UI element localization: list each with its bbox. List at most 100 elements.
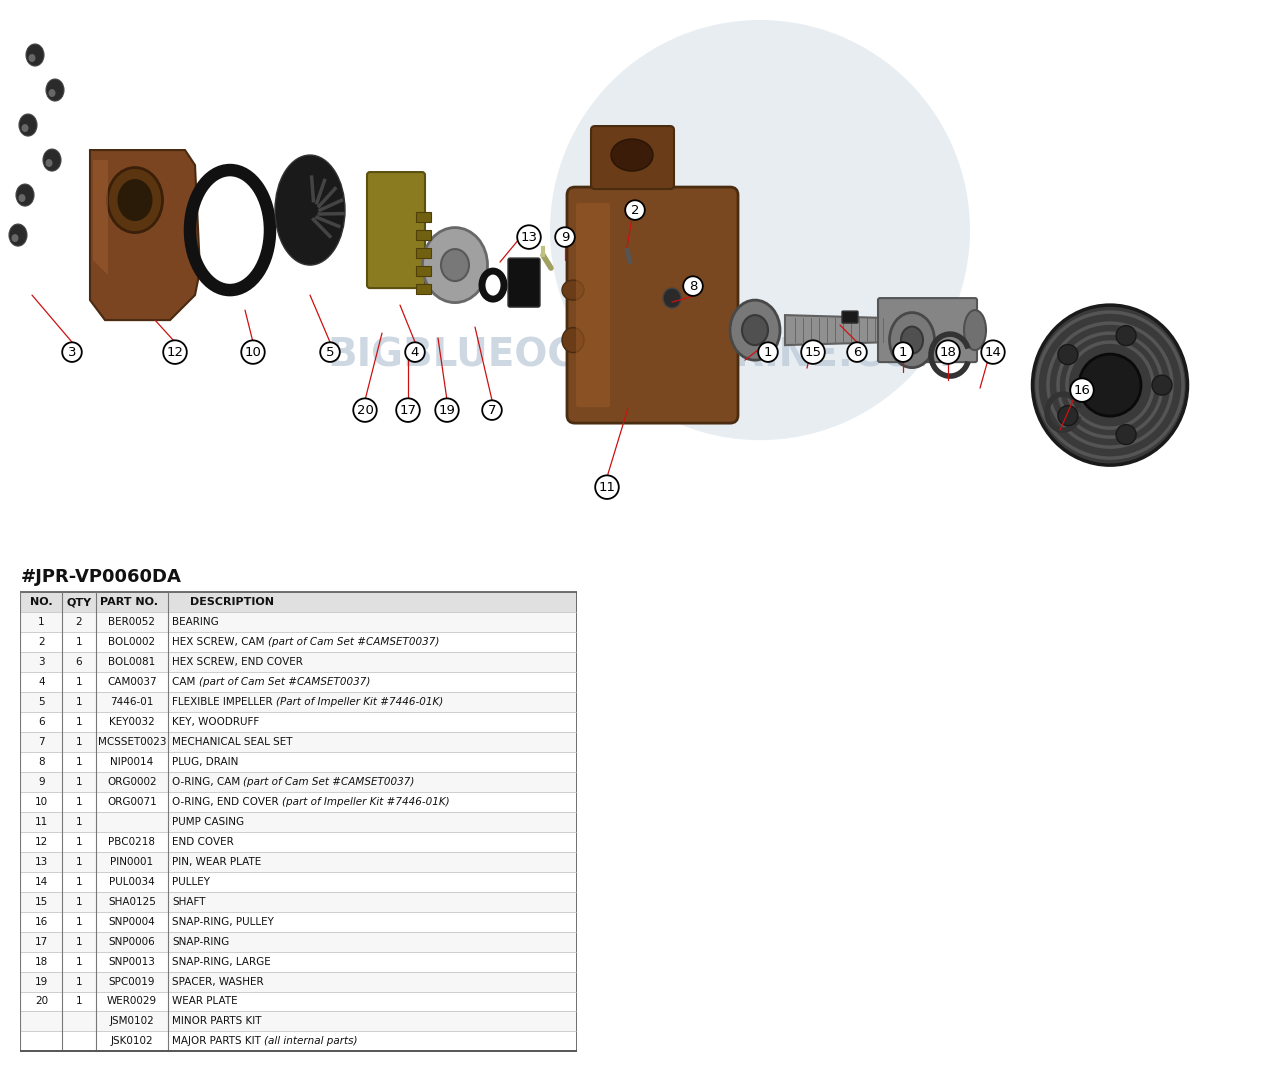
Text: 13: 13	[35, 857, 47, 866]
Text: DESCRIPTION: DESCRIPTION	[189, 598, 274, 607]
Text: BOL0002: BOL0002	[109, 637, 155, 648]
Text: 11: 11	[599, 480, 616, 494]
Text: BIGBLUEOCEANMARINE.COM: BIGBLUEOCEANMARINE.COM	[326, 336, 954, 375]
Text: 10: 10	[244, 346, 261, 359]
Text: WER0029: WER0029	[106, 997, 157, 1006]
FancyBboxPatch shape	[367, 172, 425, 288]
FancyBboxPatch shape	[20, 972, 577, 991]
Text: 9: 9	[561, 230, 570, 243]
Text: 1: 1	[76, 997, 82, 1006]
FancyBboxPatch shape	[20, 812, 577, 832]
Text: JSK0102: JSK0102	[110, 1036, 154, 1047]
Ellipse shape	[442, 249, 468, 281]
Text: 4: 4	[411, 346, 419, 359]
FancyBboxPatch shape	[20, 892, 577, 911]
Text: 10: 10	[35, 797, 47, 807]
Ellipse shape	[12, 234, 18, 242]
FancyBboxPatch shape	[20, 991, 577, 1012]
Text: END COVER: END COVER	[172, 837, 234, 847]
Text: BEARING: BEARING	[172, 618, 219, 627]
Text: ORG0002: ORG0002	[108, 777, 156, 787]
Text: 19: 19	[35, 976, 47, 987]
Ellipse shape	[15, 184, 35, 206]
FancyBboxPatch shape	[20, 911, 577, 931]
Text: 3: 3	[38, 657, 45, 667]
Text: (part of Cam Set #CAMSET0037): (part of Cam Set #CAMSET0037)	[198, 678, 370, 687]
Text: 1: 1	[76, 937, 82, 946]
FancyBboxPatch shape	[20, 832, 577, 851]
Text: 1: 1	[38, 618, 45, 627]
FancyBboxPatch shape	[20, 692, 577, 712]
Ellipse shape	[550, 20, 970, 440]
Bar	[416, 266, 431, 276]
Ellipse shape	[49, 89, 55, 97]
Text: 1: 1	[76, 777, 82, 787]
FancyBboxPatch shape	[20, 773, 577, 792]
Text: 14: 14	[35, 877, 47, 887]
Text: 1: 1	[76, 896, 82, 907]
Ellipse shape	[1079, 354, 1140, 416]
Text: SNAP-RING, LARGE: SNAP-RING, LARGE	[172, 957, 270, 967]
Text: PLUG, DRAIN: PLUG, DRAIN	[172, 757, 238, 767]
Text: 1: 1	[76, 737, 82, 747]
Text: O-RING, END COVER: O-RING, END COVER	[172, 797, 282, 807]
Ellipse shape	[9, 224, 27, 246]
Text: BOL0081: BOL0081	[109, 657, 155, 667]
Text: KEY, WOODRUFF: KEY, WOODRUFF	[172, 717, 259, 727]
Text: 1: 1	[899, 346, 908, 359]
Text: FLEXIBLE IMPELLER: FLEXIBLE IMPELLER	[172, 697, 275, 707]
Ellipse shape	[19, 114, 37, 136]
Text: (all internal parts): (all internal parts)	[264, 1036, 357, 1047]
FancyBboxPatch shape	[20, 872, 577, 892]
Text: 1: 1	[76, 797, 82, 807]
Text: 2: 2	[38, 637, 45, 648]
Text: 1: 1	[76, 637, 82, 648]
FancyBboxPatch shape	[20, 792, 577, 812]
FancyBboxPatch shape	[20, 931, 577, 952]
Text: 1: 1	[76, 837, 82, 847]
Text: HEX SCREW, END COVER: HEX SCREW, END COVER	[172, 657, 303, 667]
FancyBboxPatch shape	[878, 298, 977, 362]
Text: 18: 18	[940, 346, 956, 359]
Text: 1: 1	[764, 346, 772, 359]
Polygon shape	[785, 315, 970, 345]
Ellipse shape	[1116, 325, 1137, 346]
FancyBboxPatch shape	[842, 312, 858, 323]
Ellipse shape	[1116, 425, 1137, 445]
Text: 3: 3	[68, 346, 77, 359]
Text: 1: 1	[76, 757, 82, 767]
Text: SHA0125: SHA0125	[108, 896, 156, 907]
Text: NO.: NO.	[29, 598, 52, 607]
Ellipse shape	[730, 300, 780, 361]
Polygon shape	[90, 150, 200, 320]
Text: MAJOR PARTS KIT: MAJOR PARTS KIT	[172, 1036, 264, 1047]
Text: NIP0014: NIP0014	[110, 757, 154, 767]
Text: 11: 11	[35, 817, 47, 827]
Text: 20: 20	[35, 997, 47, 1006]
Text: SPACER, WASHER: SPACER, WASHER	[172, 976, 264, 987]
FancyBboxPatch shape	[20, 672, 577, 692]
FancyBboxPatch shape	[591, 126, 675, 189]
Text: SNP0004: SNP0004	[109, 917, 155, 926]
Ellipse shape	[1033, 305, 1188, 465]
Text: 6: 6	[38, 717, 45, 727]
FancyBboxPatch shape	[20, 1012, 577, 1032]
Text: ORG0071: ORG0071	[108, 797, 156, 807]
Text: JSM0102: JSM0102	[110, 1017, 154, 1026]
Bar	[416, 230, 431, 240]
Text: 6: 6	[852, 346, 861, 359]
Text: 6: 6	[76, 657, 82, 667]
Ellipse shape	[901, 327, 923, 353]
Ellipse shape	[118, 179, 152, 221]
Text: 15: 15	[805, 346, 822, 359]
Text: 1: 1	[76, 917, 82, 926]
Text: SNP0013: SNP0013	[109, 957, 155, 967]
FancyBboxPatch shape	[20, 592, 577, 612]
Text: SNAP-RING, PULLEY: SNAP-RING, PULLEY	[172, 917, 274, 926]
FancyBboxPatch shape	[20, 732, 577, 752]
Ellipse shape	[611, 139, 653, 171]
Ellipse shape	[1152, 376, 1172, 395]
Text: SPC0019: SPC0019	[109, 976, 155, 987]
Text: 1: 1	[76, 717, 82, 727]
Text: 1: 1	[76, 678, 82, 687]
